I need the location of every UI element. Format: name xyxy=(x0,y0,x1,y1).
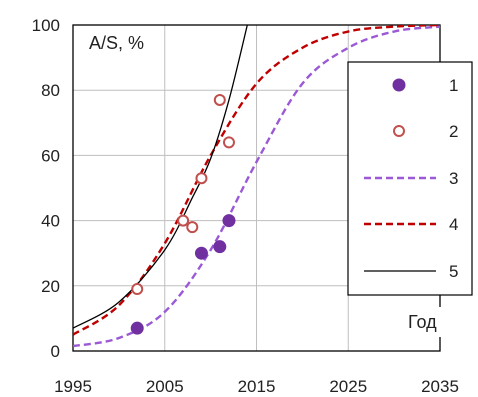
x-tick-label-2015: 2015 xyxy=(238,377,276,396)
legend-label-2: 2 xyxy=(449,122,458,141)
series-2-point-2 xyxy=(177,214,190,227)
series-2-point-4 xyxy=(195,172,208,185)
x-axis-label-bg xyxy=(402,307,460,337)
legend-label-5: 5 xyxy=(449,262,458,281)
x-tick-label-2005: 2005 xyxy=(146,377,184,396)
y-tick-label-60: 60 xyxy=(41,146,60,165)
y-tick-label-0: 0 xyxy=(51,342,60,361)
y-axis-label: A/S, % xyxy=(89,33,144,53)
x-tick-label-2025: 2025 xyxy=(329,377,367,396)
x-tick-label-2035: 2035 xyxy=(421,377,459,396)
legend-label-1: 1 xyxy=(449,76,458,95)
y-tick-label-20: 20 xyxy=(41,277,60,296)
y-tick-label-80: 80 xyxy=(41,81,60,100)
series-1-point-1 xyxy=(130,321,144,335)
legend-marker-1 xyxy=(392,78,406,92)
series-2-point-3 xyxy=(186,221,199,234)
x-axis-label: Год xyxy=(408,312,437,332)
series-layer xyxy=(73,25,440,348)
series-2-point-6 xyxy=(222,136,235,149)
series-5-line xyxy=(73,25,248,329)
legend-marker-2 xyxy=(393,125,405,137)
series-1-point-3 xyxy=(213,240,227,254)
y-axis-label-bg xyxy=(84,29,164,55)
legend-label-3: 3 xyxy=(449,169,458,188)
series-2-point-5 xyxy=(213,93,226,106)
series-1-point-4 xyxy=(222,214,236,228)
series-1-point-2 xyxy=(194,246,208,260)
tick-labels: 1995 2005 2015 2025 2035 0 20 40 60 80 100 xyxy=(32,16,459,396)
y-tick-label-40: 40 xyxy=(41,212,60,231)
y-tick-label-100: 100 xyxy=(32,16,60,35)
legend: 1 2 3 4 5 xyxy=(347,61,473,296)
legend-label-4: 4 xyxy=(449,215,458,234)
series-2-point-1 xyxy=(131,283,144,296)
x-tick-label-1995: 1995 xyxy=(54,377,92,396)
